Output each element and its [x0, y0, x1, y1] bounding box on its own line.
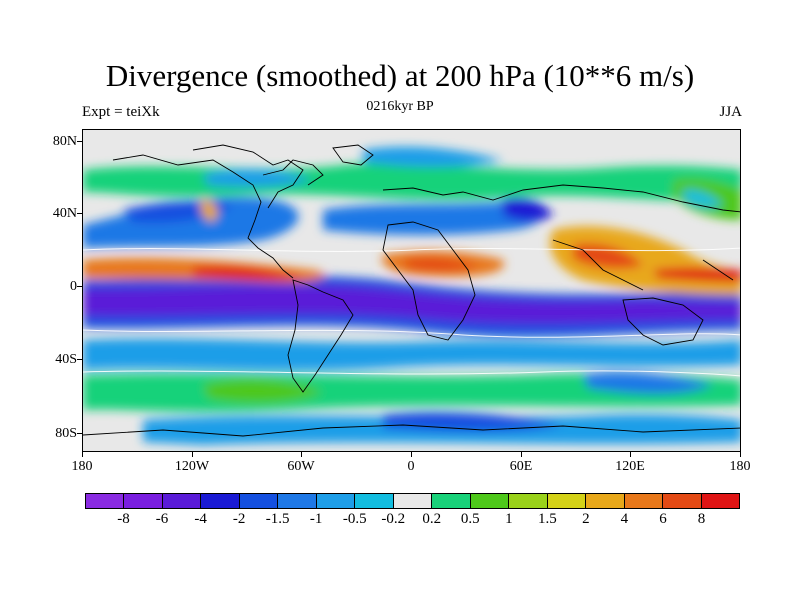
colorbar-swatch: [201, 494, 240, 508]
lon-tick-label: 180: [729, 459, 751, 474]
colorbar-swatch: [547, 494, 587, 508]
colorbar-swatch: [86, 494, 125, 508]
colorbar-swatch: [162, 494, 202, 508]
colorbar-swatch: [470, 494, 510, 508]
colorbar-label: 2: [582, 511, 590, 527]
map-field: [83, 130, 740, 451]
colorbar-swatch: [393, 494, 433, 508]
colorbar-swatch: [355, 494, 394, 508]
colorbar-label: -2: [232, 511, 246, 527]
colorbar-label: 1: [505, 511, 513, 527]
plot-title: Divergence (smoothed) at 200 hPa (10**6 …: [105, 58, 695, 93]
experiment-label: Expt = teiXk: [82, 104, 160, 120]
colorbar-label: -0.5: [342, 511, 367, 527]
colorbar-label: -8: [117, 511, 130, 527]
colorbar-swatch: [624, 494, 664, 508]
colorbar-label: -1.5: [265, 511, 290, 527]
colorbar-label: -1: [309, 511, 323, 527]
colorbar-swatch: [586, 494, 625, 508]
lon-tick-label: 0: [407, 459, 415, 474]
colorbar-label: 1.5: [537, 511, 557, 527]
colorbar-label: 6: [659, 511, 667, 527]
lat-tick-label: 40S: [55, 352, 77, 367]
colorbar-label: 8: [697, 511, 706, 527]
colorbar-swatch: [432, 494, 471, 508]
colorbar-swatch: [701, 494, 739, 508]
colorbar-swatch: [239, 494, 279, 508]
season-label: JJA: [719, 104, 742, 120]
lat-tick-label: 0: [70, 279, 77, 294]
colorbar-swatch: [509, 494, 548, 508]
lon-tick-label: 120W: [174, 459, 210, 474]
colorbar-swatch: [316, 494, 356, 508]
colorbar-label: -6: [155, 511, 169, 527]
divergence-map: [82, 129, 741, 452]
colorbar-swatch: [278, 494, 317, 508]
lat-tick-label: 40N: [52, 206, 77, 221]
lon-tick-label: 180: [71, 459, 93, 474]
lon-tick-label: 120E: [615, 459, 645, 474]
colorbar-label: 0.5: [460, 511, 480, 527]
lon-tick-label: 60E: [509, 459, 533, 474]
lat-tick-label: 80N: [52, 134, 77, 149]
colorbar-label: 4: [620, 511, 629, 527]
lon-tick-label: 60W: [287, 459, 315, 474]
lat-tick-label: 80S: [55, 426, 77, 441]
colorbar-swatch: [663, 494, 702, 508]
colorbar: [85, 493, 740, 509]
colorbar-label: 0.2: [422, 511, 442, 527]
colorbar-label: -4: [194, 511, 207, 527]
colorbar-swatch: [124, 494, 163, 508]
period-label: 0216kyr BP: [366, 99, 434, 114]
colorbar-label: -0.2: [381, 511, 406, 527]
